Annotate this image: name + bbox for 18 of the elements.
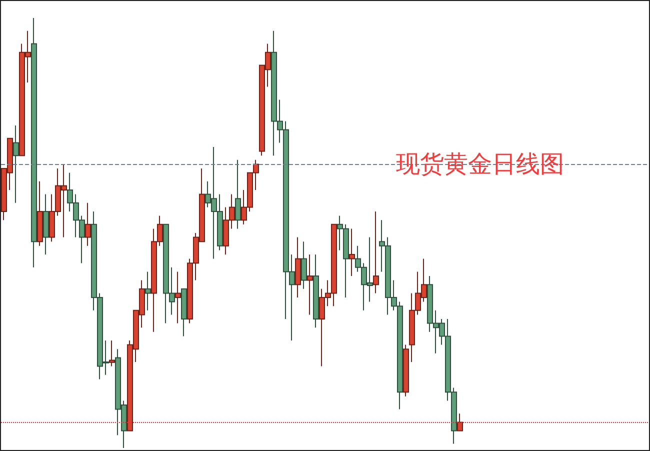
candlestick (181, 288, 187, 337)
candlestick (145, 271, 151, 311)
candlestick (313, 254, 319, 328)
candlestick (295, 236, 301, 298)
candlestick (373, 211, 379, 294)
candlestick (349, 228, 355, 276)
candlestick (43, 194, 49, 255)
candlestick (175, 271, 181, 324)
candlestick (307, 254, 313, 316)
candlestick (235, 159, 241, 230)
candlestick (85, 202, 91, 246)
candlestick (13, 125, 19, 204)
candlestick (301, 241, 307, 290)
candlestick (403, 344, 409, 397)
candlestick (457, 413, 463, 432)
candlestick (37, 180, 43, 246)
candlestick (109, 340, 115, 367)
candlestick (31, 18, 37, 268)
